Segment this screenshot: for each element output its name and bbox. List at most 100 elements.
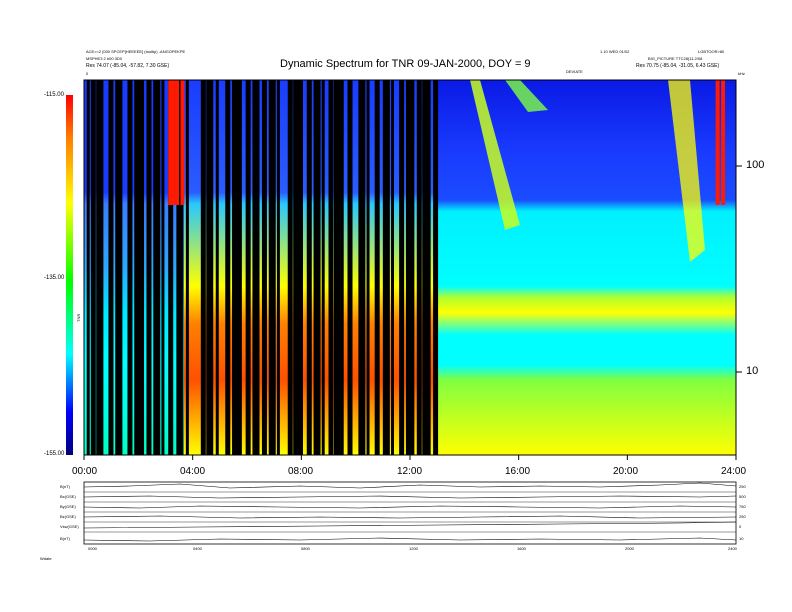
dark-column bbox=[115, 80, 123, 455]
header-left-line1: ACE>=2 [000 SPCEP]HEEEEE] (tooltip) -ANG… bbox=[86, 49, 186, 54]
dark-column bbox=[422, 80, 430, 455]
dark-column bbox=[127, 80, 133, 455]
red-column bbox=[175, 80, 180, 205]
panel-row-label-3: By(GSE) bbox=[60, 504, 76, 509]
red-column bbox=[721, 80, 726, 205]
dark-column bbox=[411, 80, 415, 455]
colorbar-tick-mid: -135.00 bbox=[44, 275, 65, 281]
dark-column bbox=[225, 80, 231, 455]
panel-x-tick-4: 1600 bbox=[517, 546, 526, 551]
dark-column bbox=[96, 80, 104, 455]
panel-x-tick-1: 0400 bbox=[193, 546, 202, 551]
x-tick-label-4: 16:00 bbox=[505, 466, 531, 477]
x-tick-label-3: 12:00 bbox=[397, 466, 423, 477]
freq-label-10: 10 bbox=[746, 365, 759, 377]
red-column bbox=[715, 80, 720, 205]
freq-unit-label: kHz bbox=[738, 71, 745, 76]
dark-column bbox=[238, 80, 242, 455]
colorbar-tick-bottom: -155.00 bbox=[44, 451, 65, 457]
dark-column bbox=[276, 80, 280, 455]
dark-column bbox=[328, 80, 334, 455]
dark-column bbox=[299, 80, 303, 455]
dark-column bbox=[119, 80, 123, 455]
x-tick-marks bbox=[83, 455, 737, 460]
dark-column bbox=[108, 80, 114, 455]
dark-column bbox=[261, 80, 267, 455]
header-right-line4: Res 70.75 (-85.04, -31.05, 6.43 GSE) bbox=[636, 63, 720, 69]
dark-column bbox=[153, 80, 161, 455]
dark-column bbox=[433, 80, 439, 455]
dark-column bbox=[366, 80, 370, 455]
dark-column bbox=[427, 80, 431, 455]
dark-column bbox=[306, 80, 312, 455]
panel-right-value-1: 250 bbox=[739, 484, 746, 489]
dark-column bbox=[399, 80, 405, 455]
header-center-small: DEVIATE bbox=[566, 69, 583, 74]
freq-label-100: 100 bbox=[746, 159, 765, 171]
panel-x-tick-5: 2000 bbox=[625, 546, 634, 551]
dark-column bbox=[293, 80, 301, 455]
dark-column bbox=[390, 80, 394, 455]
panel-right-value-5: 0 bbox=[739, 524, 742, 529]
dark-column bbox=[333, 80, 341, 455]
dark-column bbox=[374, 80, 380, 455]
panel-x-tick-6: 2400 bbox=[728, 546, 737, 551]
dark-column bbox=[358, 80, 366, 455]
trace-bz bbox=[83, 515, 737, 519]
chart-title: Dynamic Spectrum for TNR 09-JAN-2000, DO… bbox=[280, 58, 531, 70]
header-left-small: 0 bbox=[86, 71, 89, 76]
dark-column bbox=[416, 80, 422, 455]
dark-column bbox=[382, 80, 390, 455]
red-column bbox=[180, 80, 185, 205]
dark-column bbox=[90, 80, 96, 455]
dark-column bbox=[245, 80, 251, 455]
dark-column bbox=[86, 80, 90, 455]
dark-column bbox=[161, 80, 165, 455]
dark-column bbox=[146, 80, 152, 455]
dark-column bbox=[134, 80, 142, 455]
dark-columns bbox=[86, 80, 439, 455]
panel-row-label-5: Vsw(GSE) bbox=[60, 524, 79, 529]
panel-row-label-6: B(nT) bbox=[60, 536, 70, 541]
trace-b2 bbox=[83, 537, 737, 542]
panel-footer: Wdate bbox=[40, 556, 52, 561]
panel-right-value-2: 500 bbox=[739, 494, 746, 499]
header-left-line3: Res 74.07 (-85.04, -57.82, 7.30 GSE) bbox=[86, 63, 170, 69]
x-tick-label-5: 20:00 bbox=[613, 466, 639, 477]
dark-column bbox=[168, 80, 174, 455]
trace-by bbox=[83, 505, 737, 509]
x-tick-label-6: 24:00 bbox=[721, 466, 747, 477]
header-right-line1: 1.10 WED 01/02 bbox=[600, 49, 630, 54]
dark-column bbox=[100, 80, 104, 455]
dark-column bbox=[268, 80, 276, 455]
dark-column bbox=[256, 80, 260, 455]
header-left-line2: MSPHE3 2 #00 3D0 bbox=[86, 56, 123, 61]
dark-column bbox=[141, 80, 145, 455]
dark-column bbox=[206, 80, 214, 455]
radio-burst-2 bbox=[505, 80, 548, 112]
dark-column bbox=[185, 80, 189, 455]
dark-column bbox=[313, 80, 321, 455]
radio-burst-1 bbox=[470, 80, 520, 230]
dark-column bbox=[321, 80, 325, 455]
colorbar-tick-top: -115.00 bbox=[44, 92, 64, 98]
x-tick-label-0: 00:00 bbox=[72, 466, 98, 477]
dark-column bbox=[347, 80, 353, 455]
parameter-panel-frame bbox=[83, 481, 737, 545]
trace-vsw bbox=[83, 521, 737, 529]
panel-row-label-4: Bz(GSE) bbox=[60, 514, 76, 519]
panel-x-tick-3: 1200 bbox=[409, 546, 418, 551]
panel-x-tick-2: 0800 bbox=[301, 546, 310, 551]
dark-column bbox=[252, 80, 260, 455]
colorbar bbox=[66, 95, 73, 455]
x-tick-label-2: 08:00 bbox=[288, 466, 314, 477]
trace-bx bbox=[83, 495, 737, 499]
header-right-line3: BIG_PICTURE TTC28(11.2/08 bbox=[648, 56, 703, 61]
dark-column bbox=[232, 80, 240, 455]
trace-b bbox=[83, 482, 737, 489]
dark-column bbox=[215, 80, 219, 455]
dark-column bbox=[176, 80, 184, 455]
dark-column bbox=[405, 80, 413, 455]
